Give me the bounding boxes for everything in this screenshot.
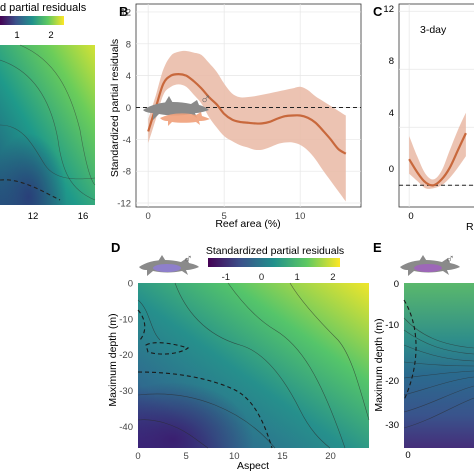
panel-d-x-tick: 0 [135, 451, 140, 462]
panel-d-y-ticks: 0 -10 -20 -30 -40 [119, 279, 133, 433]
panel-d-zero-contour [137, 309, 146, 341]
shark-icon [139, 255, 199, 276]
panel-a-x-tick: 16 [78, 211, 89, 222]
panel-a-contour [0, 124, 96, 180]
panel-c: C 3-day 12 8 4 0 0 R [373, 3, 474, 233]
panel-d-zero-contour [145, 342, 190, 355]
panel-b-x-tick: 5 [222, 211, 227, 222]
panel-e-y-tick: -10 [385, 320, 399, 331]
panel-e-heatmap [404, 283, 474, 448]
panel-a-contour [0, 59, 96, 201]
panel-b-letter: B [119, 4, 128, 19]
shark-icon [400, 255, 460, 276]
panel-e-contour [403, 344, 474, 362]
panel-d-x-tick: 10 [229, 451, 240, 462]
panel-d-x-ticks: 0 5 10 15 20 [135, 451, 335, 462]
panel-d-y-tick: -40 [119, 422, 133, 433]
panel-a-contour [19, 44, 96, 186]
panel-e-y-tick: -20 [385, 376, 399, 387]
panel-e-contour [403, 329, 474, 355]
panel-e-contour [403, 370, 474, 379]
panel-d-colorbar-tick: 1 [295, 272, 300, 283]
panel-d-colorbar [208, 258, 340, 267]
panel-d-y-label: Maximum depth (m) [107, 313, 119, 406]
panel-d-y-tick: -30 [119, 386, 133, 397]
panel-c-y-tick: 12 [383, 4, 394, 15]
panel-b-y-label: Standardized partial residuals [109, 39, 121, 177]
panel-c-y-tick: 0 [389, 164, 394, 175]
panel-a-legend-tick: 2 [48, 30, 53, 41]
panel-b-x-tick: 10 [295, 211, 306, 222]
panel-e-y-label: Maximum depth (m) [373, 318, 385, 411]
panel-d-y-tick: 0 [128, 279, 133, 290]
panel-c-series-line [408, 132, 467, 187]
panel-e-contour [403, 317, 474, 349]
panel-e: E ♂ 0 -10 -20 -30 0 Maximum depth (m) [373, 240, 474, 461]
male-symbol-icon: ♂ [200, 91, 211, 108]
panel-e-contour [403, 385, 474, 413]
panel-b-y-tick: -12 [117, 199, 131, 210]
male-symbol-icon: ♂ [183, 251, 193, 266]
panel-d-x-tick: 20 [325, 451, 336, 462]
panel-e-letter: E [373, 240, 382, 255]
panel-b-y-tick: 0 [126, 103, 131, 114]
panel-a-colorbar [0, 16, 64, 25]
panel-b-confidence-band [148, 50, 346, 202]
panel-b-series-line [147, 72, 347, 155]
panel-a-legend-tick: 1 [14, 30, 19, 41]
panel-e-y-tick: -30 [385, 420, 399, 431]
panel-b-x-tick: 0 [146, 211, 151, 222]
panel-e-contour [403, 397, 474, 429]
panel-d-contour [137, 299, 161, 341]
shark-icon [160, 112, 210, 126]
panel-a-x-tick: 12 [28, 211, 39, 222]
panel-e-x-tick: 0 [405, 450, 410, 461]
male-symbol-icon: ♂ [445, 251, 455, 266]
panel-b-y-ticks: 12 8 4 0 -4 -8 -12 [117, 7, 131, 209]
panel-d-legend-title: Standardized partial residuals [206, 245, 344, 257]
panel-c-y-tick: 8 [389, 56, 394, 67]
panel-c-y-tick: 4 [389, 108, 394, 119]
panel-d-y-tick: -10 [119, 314, 133, 325]
panel-b-y-tick: 8 [126, 39, 131, 50]
panel-a-legend-title: d partial residuals [0, 2, 87, 14]
panel-e-zero-contour [403, 299, 417, 401]
panel-b-y-tick: -4 [123, 135, 131, 146]
panel-d: D ♂ Standardized partial residuals -1 0 1 2… [107, 240, 370, 472]
panel-d-contour [137, 393, 276, 449]
panel-d-x-label: Aspect [237, 460, 269, 472]
panel-d-contour [227, 282, 346, 449]
panel-d-colorbar-ticks: -1 0 1 2 [222, 272, 336, 283]
panel-b-x-ticks: 0 5 10 [146, 211, 306, 222]
panel-d-contour [137, 419, 209, 449]
panel-e-contours [403, 317, 474, 429]
panel-c-x-tick: 0 [408, 211, 413, 222]
panel-c-annotation: 3-day [420, 24, 447, 36]
panel-d-letter: D [111, 240, 120, 255]
panel-a-zero-contour [0, 179, 61, 201]
panel-c-letter: C [373, 4, 383, 19]
panel-b-x-label: Reef area (%) [215, 218, 280, 230]
panel-b: B 12 8 4 0 -4 -8 -12 0 5 10 Standardized partial… [109, 3, 362, 230]
panel-d-contour [289, 282, 370, 421]
panel-e-contour [403, 361, 474, 367]
panel-c-confidence-band [409, 112, 466, 189]
panel-e-y-tick: 0 [394, 279, 399, 290]
panel-e-contour [403, 376, 474, 396]
panel-d-colorbar-tick: 2 [330, 272, 335, 283]
panel-d-x-tick: 5 [183, 451, 188, 462]
panel-b-y-tick: -8 [123, 167, 131, 178]
panel-d-y-tick: -20 [119, 350, 133, 361]
panel-d-colorbar-tick: 0 [259, 272, 264, 283]
panel-c-x-label-fragment: R [466, 221, 474, 233]
panel-a: d partial residuals 1 2 12 16 [0, 2, 96, 222]
panel-b-y-tick: 12 [120, 7, 131, 18]
panel-d-zero-contour [137, 371, 273, 449]
panel-b-y-tick: 4 [126, 71, 131, 82]
panel-d-colorbar-tick: -1 [222, 272, 230, 283]
panel-d-x-tick: 15 [277, 451, 288, 462]
